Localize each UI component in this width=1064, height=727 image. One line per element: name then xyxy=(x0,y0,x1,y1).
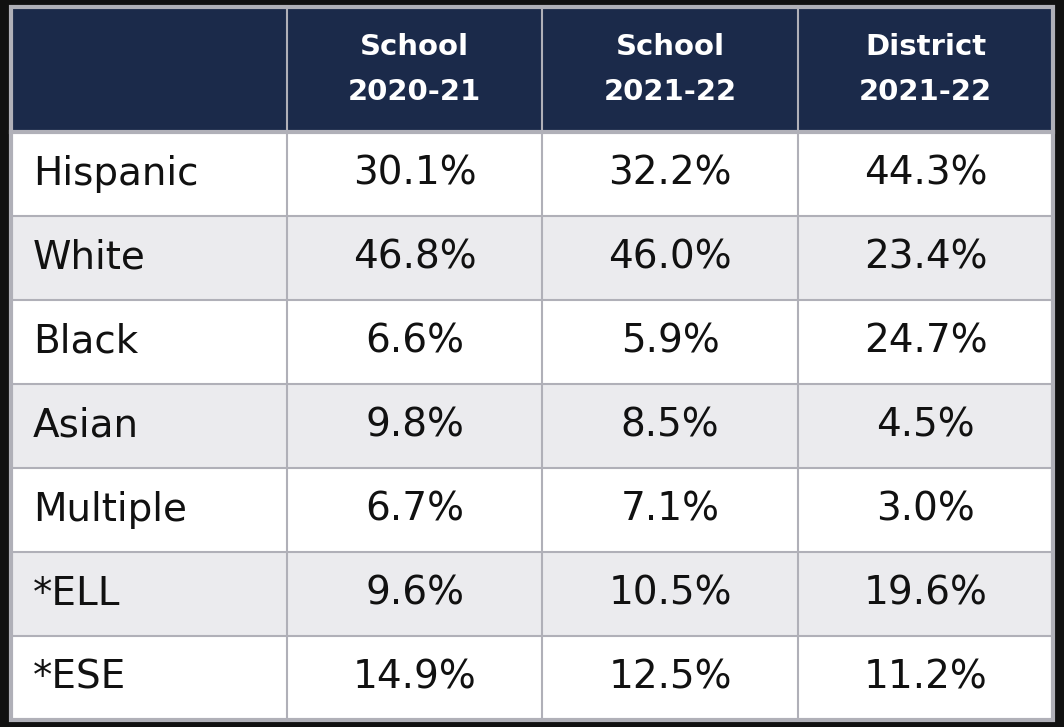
Bar xyxy=(798,384,1053,468)
Bar xyxy=(11,7,287,132)
Bar xyxy=(543,635,798,720)
Text: 30.1%: 30.1% xyxy=(353,155,477,193)
Bar xyxy=(287,552,543,635)
Text: 46.8%: 46.8% xyxy=(353,239,477,277)
Bar xyxy=(287,384,543,468)
Text: 11.2%: 11.2% xyxy=(864,659,987,696)
Bar xyxy=(798,132,1053,216)
Text: 10.5%: 10.5% xyxy=(609,575,732,613)
Bar xyxy=(287,635,543,720)
Bar xyxy=(287,468,543,552)
Bar xyxy=(543,468,798,552)
Text: 7.1%: 7.1% xyxy=(620,491,719,529)
Text: 4.5%: 4.5% xyxy=(877,407,975,445)
Text: 3.0%: 3.0% xyxy=(877,491,975,529)
Bar xyxy=(543,300,798,384)
Text: White: White xyxy=(33,239,146,277)
Bar xyxy=(287,216,543,300)
Bar xyxy=(287,132,543,216)
Bar xyxy=(543,216,798,300)
Text: 12.5%: 12.5% xyxy=(609,659,732,696)
Bar xyxy=(11,635,287,720)
Text: *ELL: *ELL xyxy=(33,575,120,613)
Bar xyxy=(798,635,1053,720)
Text: 5.9%: 5.9% xyxy=(620,323,719,361)
Text: 46.0%: 46.0% xyxy=(609,239,732,277)
Bar xyxy=(543,7,798,132)
Bar xyxy=(11,468,287,552)
Text: Asian: Asian xyxy=(33,407,138,445)
Text: 8.5%: 8.5% xyxy=(621,407,719,445)
Bar xyxy=(11,216,287,300)
Bar xyxy=(798,216,1053,300)
Text: 9.6%: 9.6% xyxy=(365,575,464,613)
Bar xyxy=(798,552,1053,635)
Text: 24.7%: 24.7% xyxy=(864,323,987,361)
Text: Hispanic: Hispanic xyxy=(33,155,198,193)
Text: 44.3%: 44.3% xyxy=(864,155,987,193)
Text: 6.7%: 6.7% xyxy=(365,491,464,529)
Text: District: District xyxy=(865,33,986,61)
Bar xyxy=(543,132,798,216)
Bar xyxy=(287,300,543,384)
Text: 19.6%: 19.6% xyxy=(864,575,987,613)
Bar xyxy=(798,468,1053,552)
Bar xyxy=(11,552,287,635)
Text: *ESE: *ESE xyxy=(33,659,126,696)
Bar xyxy=(798,300,1053,384)
Text: 2021-22: 2021-22 xyxy=(603,78,736,106)
Bar xyxy=(11,300,287,384)
Text: 14.9%: 14.9% xyxy=(353,659,477,696)
Text: 32.2%: 32.2% xyxy=(609,155,732,193)
Text: 2020-21: 2020-21 xyxy=(348,78,481,106)
Bar xyxy=(11,132,287,216)
Text: 6.6%: 6.6% xyxy=(365,323,464,361)
Text: 23.4%: 23.4% xyxy=(864,239,987,277)
Text: Black: Black xyxy=(33,323,138,361)
Text: School: School xyxy=(360,33,469,61)
Bar xyxy=(798,7,1053,132)
Bar xyxy=(11,384,287,468)
Text: School: School xyxy=(616,33,725,61)
Text: Multiple: Multiple xyxy=(33,491,187,529)
Bar xyxy=(543,552,798,635)
Text: 2021-22: 2021-22 xyxy=(859,78,993,106)
Bar xyxy=(543,384,798,468)
Text: 9.8%: 9.8% xyxy=(365,407,464,445)
Bar xyxy=(287,7,543,132)
